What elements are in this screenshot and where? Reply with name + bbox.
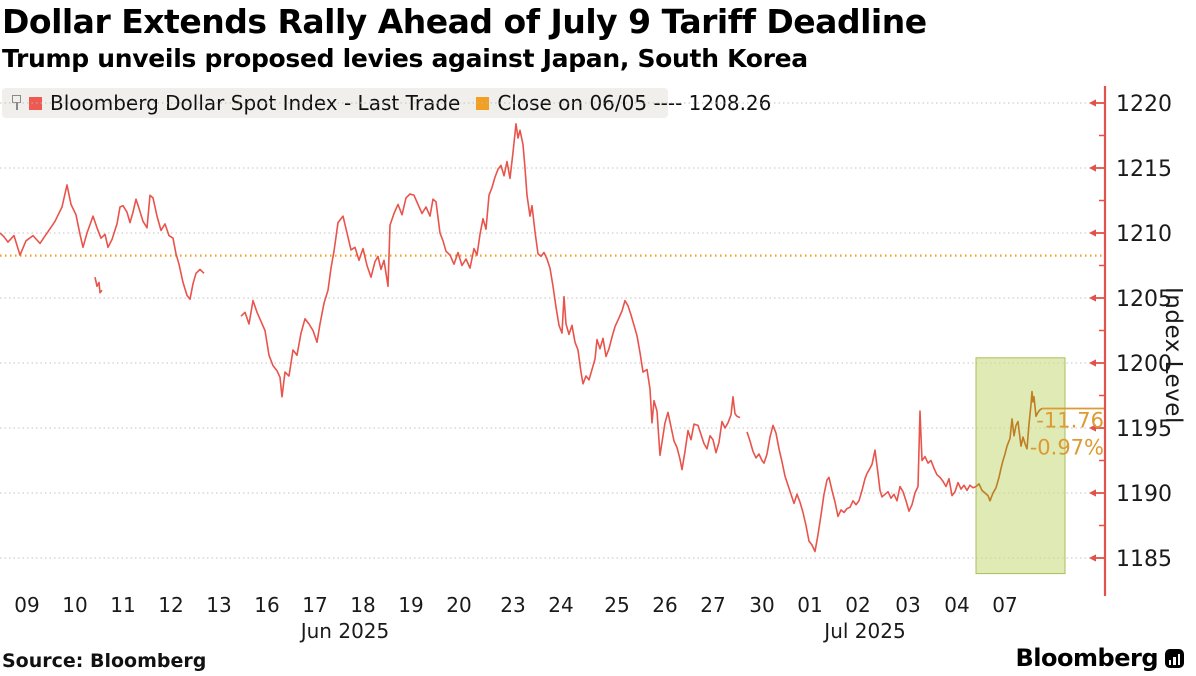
- y-tick-label: 1195: [1116, 417, 1172, 442]
- y-tick-arrow: [1089, 99, 1096, 107]
- source-credit: Source: Bloomberg: [2, 650, 207, 672]
- x-tick-label: 26: [652, 593, 677, 617]
- x-tick-label: 07: [992, 593, 1017, 617]
- y-tick-label: 1220: [1116, 92, 1172, 117]
- x-tick-label: 10: [62, 593, 87, 617]
- x-tick-label: 04: [944, 593, 969, 617]
- y-tick-label: 1215: [1116, 157, 1172, 182]
- y-axis-title: Index Level: [1160, 286, 1186, 424]
- x-tick-label: 01: [797, 593, 822, 617]
- x-tick-label: 11: [110, 593, 135, 617]
- price-line-segment: [975, 390, 1043, 502]
- x-tick-label: 02: [845, 593, 870, 617]
- pct-change-annotation: -0.97%: [1030, 436, 1104, 460]
- series-swatch-red: [29, 96, 42, 110]
- chart-legend: Bloomberg Dollar Spot Index - Last Trade…: [2, 88, 771, 118]
- y-tick-label: 1210: [1116, 222, 1172, 247]
- x-tick-label: 17: [302, 593, 327, 617]
- x-tick-label: 27: [700, 593, 725, 617]
- y-tick-label: 1205: [1116, 287, 1172, 312]
- bloomberg-logo: Bloomberg: [1016, 644, 1184, 672]
- y-tick-arrow: [1089, 554, 1096, 562]
- y-tick-arrow: [1089, 229, 1096, 237]
- y-tick-arrow: [1089, 164, 1096, 172]
- bloomberg-terminal-icon: [1165, 648, 1184, 668]
- x-tick-label: 18: [350, 593, 375, 617]
- y-tick-label: 1200: [1116, 352, 1172, 377]
- y-tick-arrow: [1089, 294, 1096, 302]
- month-label: Jun 2025: [299, 619, 390, 643]
- month-label: Jul 2025: [822, 619, 905, 643]
- y-tick-label: 1185: [1116, 547, 1172, 572]
- price-line-segment: [240, 123, 741, 471]
- y-tick-label: 1190: [1116, 482, 1172, 507]
- y-tick-arrow: [1089, 424, 1096, 432]
- x-tick-label: 20: [446, 593, 471, 617]
- x-tick-label: 09: [14, 593, 39, 617]
- x-tick-label: 03: [895, 593, 920, 617]
- highlight-region: [975, 357, 1066, 575]
- x-tick-label: 24: [548, 593, 573, 617]
- page-subtitle: Trump unveils proposed levies against Ja…: [2, 44, 808, 73]
- price-line-segment: [746, 410, 977, 553]
- annotation-pin-icon: [12, 95, 21, 111]
- change-annotation: -11.76: [1036, 409, 1104, 433]
- price-line-segment: [0, 184, 205, 301]
- x-tick-label: 23: [500, 593, 525, 617]
- x-tick-label: 16: [254, 593, 279, 617]
- page-title: Dollar Extends Rally Ahead of July 9 Tar…: [2, 2, 927, 41]
- x-tick-label: 30: [749, 593, 774, 617]
- bloomberg-wordmark: Bloomberg: [1015, 644, 1159, 672]
- x-tick-label: 25: [604, 593, 629, 617]
- x-tick-label: 19: [398, 593, 423, 617]
- price-line-segment: [94, 277, 103, 294]
- y-tick-arrow: [1089, 359, 1096, 367]
- x-tick-label: 13: [206, 593, 231, 617]
- y-tick-arrow: [1089, 489, 1096, 497]
- x-tick-label: 12: [158, 593, 183, 617]
